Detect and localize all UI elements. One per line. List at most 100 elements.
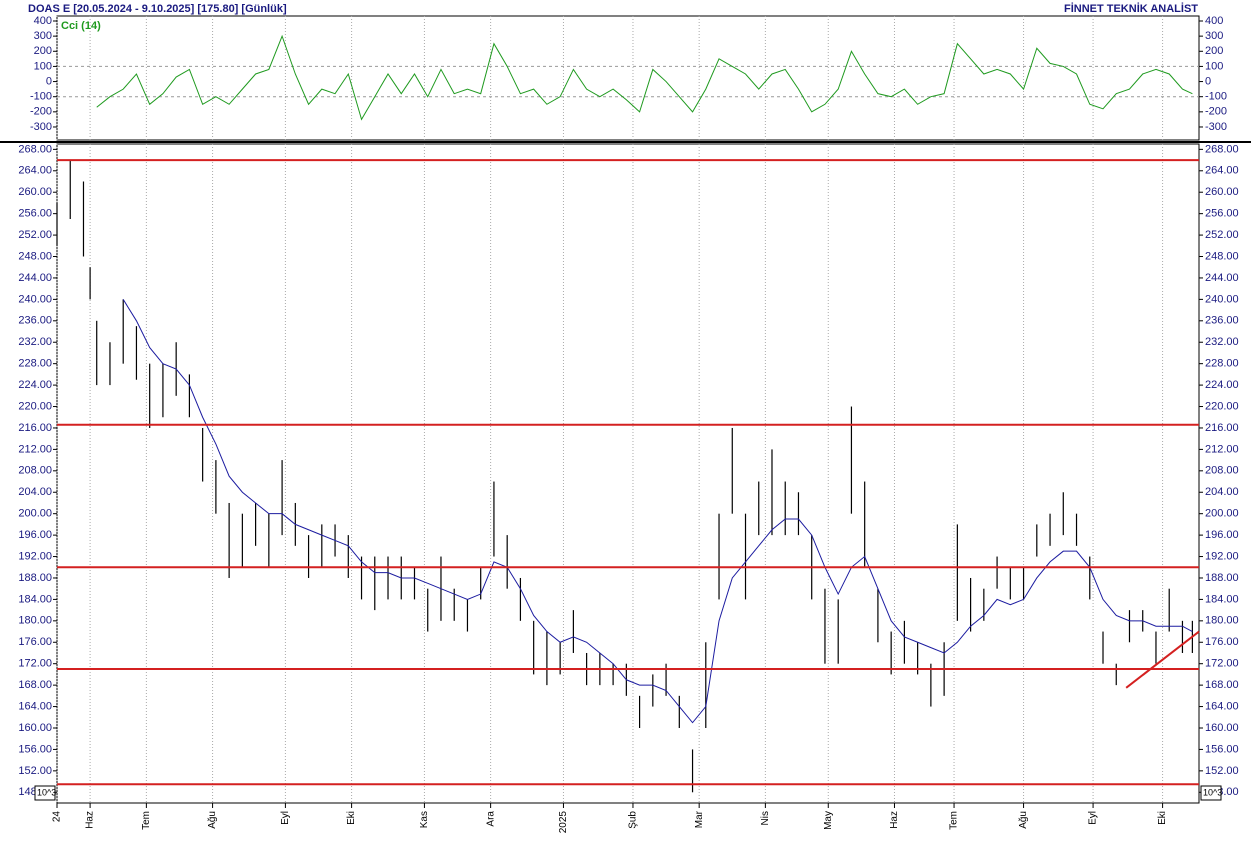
x-tick-label: Eyl bbox=[1088, 811, 1099, 825]
y-tick-label: 160.00 bbox=[1205, 722, 1239, 734]
y-tick-label: -300 bbox=[1205, 121, 1227, 133]
x-tick-label: Ağu bbox=[207, 811, 218, 829]
x-tick-label: Mar bbox=[694, 810, 705, 828]
y-tick-label: 200 bbox=[1205, 45, 1223, 57]
y-tick-label: 236.00 bbox=[18, 315, 52, 327]
price-frame bbox=[56, 143, 1200, 804]
y-tick-label: 264.00 bbox=[1205, 165, 1239, 177]
y-tick-label: 180.00 bbox=[1205, 615, 1239, 627]
y-tick-label: 220.00 bbox=[18, 400, 52, 412]
y-tick-label: 164.00 bbox=[1205, 700, 1239, 712]
scale-note: 10^3 bbox=[1203, 787, 1222, 797]
x-tick-label: 24 bbox=[52, 811, 63, 823]
y-tick-label: 228.00 bbox=[1205, 358, 1239, 370]
legend-label: Cci (14) bbox=[61, 20, 101, 32]
x-tick-label: Ara bbox=[485, 811, 496, 827]
y-tick-label: 212.00 bbox=[1205, 443, 1239, 455]
y-tick-label: 256.00 bbox=[1205, 208, 1239, 220]
x-tick-label: Şub bbox=[628, 811, 639, 829]
y-tick-label: 100 bbox=[1205, 60, 1223, 72]
y-tick-label: -300 bbox=[30, 121, 52, 133]
y-tick-label: 160.00 bbox=[18, 722, 52, 734]
brand: FİNNET TEKNİK ANALİST bbox=[1064, 2, 1198, 15]
chart-title: DOAS E [20.05.2024 - 9.10.2025] [175.80]… bbox=[28, 3, 287, 15]
y-tick-label: 184.00 bbox=[1205, 593, 1239, 605]
y-tick-label: 248.00 bbox=[1205, 250, 1239, 262]
y-tick-label: 168.00 bbox=[1205, 679, 1239, 691]
cci-line bbox=[96, 34, 1193, 121]
y-tick-label: 400 bbox=[34, 15, 52, 27]
y-tick-label: 156.00 bbox=[1205, 743, 1239, 755]
y-tick-label: 268.00 bbox=[1205, 143, 1239, 155]
y-tick-label: 180.00 bbox=[18, 615, 52, 627]
x-tick-label: 2025 bbox=[558, 811, 569, 834]
y-tick-label: -200 bbox=[1205, 106, 1227, 118]
y-tick-label: 0 bbox=[46, 75, 52, 87]
x-tick-label: Tem bbox=[949, 811, 960, 830]
y-tick-label: 208.00 bbox=[18, 465, 52, 477]
y-tick-label: 228.00 bbox=[18, 358, 52, 370]
y-tick-label: 244.00 bbox=[18, 272, 52, 284]
x-tick-label: Haz bbox=[85, 811, 96, 829]
y-tick-label: 156.00 bbox=[18, 743, 52, 755]
y-tick-label: 236.00 bbox=[1205, 315, 1239, 327]
x-tick-label: May bbox=[823, 811, 834, 830]
y-tick-label: 176.00 bbox=[18, 636, 52, 648]
scale-note-box bbox=[34, 785, 56, 801]
y-tick-label: 200.00 bbox=[1205, 508, 1239, 520]
scale-note: 10^3 bbox=[37, 787, 56, 797]
y-tick-label: 152.00 bbox=[1205, 765, 1239, 777]
y-tick-label: -100 bbox=[30, 91, 52, 103]
y-tick-label: 164.00 bbox=[18, 700, 52, 712]
y-tick-label: 264.00 bbox=[18, 165, 52, 177]
y-tick-label: 260.00 bbox=[18, 186, 52, 198]
y-tick-label: 232.00 bbox=[1205, 336, 1239, 348]
y-tick-label: -200 bbox=[30, 106, 52, 118]
y-tick-label: 184.00 bbox=[18, 593, 52, 605]
y-tick-label: 240.00 bbox=[1205, 293, 1239, 305]
y-tick-label: 172.00 bbox=[1205, 658, 1239, 670]
y-tick-label: 0 bbox=[1205, 75, 1211, 87]
y-tick-label: 196.00 bbox=[18, 529, 52, 541]
x-tick-label: Tem bbox=[141, 811, 152, 830]
x-tick-label: Haz bbox=[889, 811, 900, 829]
x-tick-label: Kas bbox=[419, 811, 430, 828]
y-tick-label: 268.00 bbox=[18, 143, 52, 155]
y-tick-label: 152.00 bbox=[18, 765, 52, 777]
y-tick-label: 168.00 bbox=[18, 679, 52, 691]
moving-average bbox=[122, 299, 1193, 724]
y-tick-label: 100 bbox=[34, 60, 52, 72]
x-tick-label: Ağu bbox=[1018, 811, 1029, 829]
y-tick-label: 200 bbox=[34, 45, 52, 57]
y-tick-label: 204.00 bbox=[18, 486, 52, 498]
y-tick-label: -100 bbox=[1205, 91, 1227, 103]
y-tick-label: 188.00 bbox=[1205, 572, 1239, 584]
y-tick-label: 200.00 bbox=[18, 508, 52, 520]
y-tick-label: 252.00 bbox=[1205, 229, 1239, 241]
x-tick-label: Eyl bbox=[280, 811, 291, 825]
y-tick-label: 300 bbox=[1205, 30, 1223, 42]
y-tick-label: 188.00 bbox=[18, 572, 52, 584]
y-tick-label: 256.00 bbox=[18, 208, 52, 220]
y-tick-label: 220.00 bbox=[1205, 400, 1239, 412]
y-tick-label: 204.00 bbox=[1205, 486, 1239, 498]
y-tick-label: 260.00 bbox=[1205, 186, 1239, 198]
scale-note-box bbox=[1200, 785, 1222, 801]
y-tick-label: 240.00 bbox=[18, 293, 52, 305]
y-tick-label: 224.00 bbox=[18, 379, 52, 391]
trend-line bbox=[1125, 630, 1200, 689]
y-tick-label: 192.00 bbox=[18, 550, 52, 562]
cci-frame bbox=[56, 15, 1200, 141]
y-tick-label: 400 bbox=[1205, 15, 1223, 27]
y-tick-label: 232.00 bbox=[18, 336, 52, 348]
x-tick-label: Eki bbox=[1157, 811, 1168, 825]
y-tick-label: 224.00 bbox=[1205, 379, 1239, 391]
y-tick-label: 248.00 bbox=[18, 250, 52, 262]
y-tick-label: 192.00 bbox=[1205, 550, 1239, 562]
y-tick-label: 208.00 bbox=[1205, 465, 1239, 477]
y-tick-label: 196.00 bbox=[1205, 529, 1239, 541]
y-tick-label: 216.00 bbox=[1205, 422, 1239, 434]
y-tick-label: 300 bbox=[34, 30, 52, 42]
